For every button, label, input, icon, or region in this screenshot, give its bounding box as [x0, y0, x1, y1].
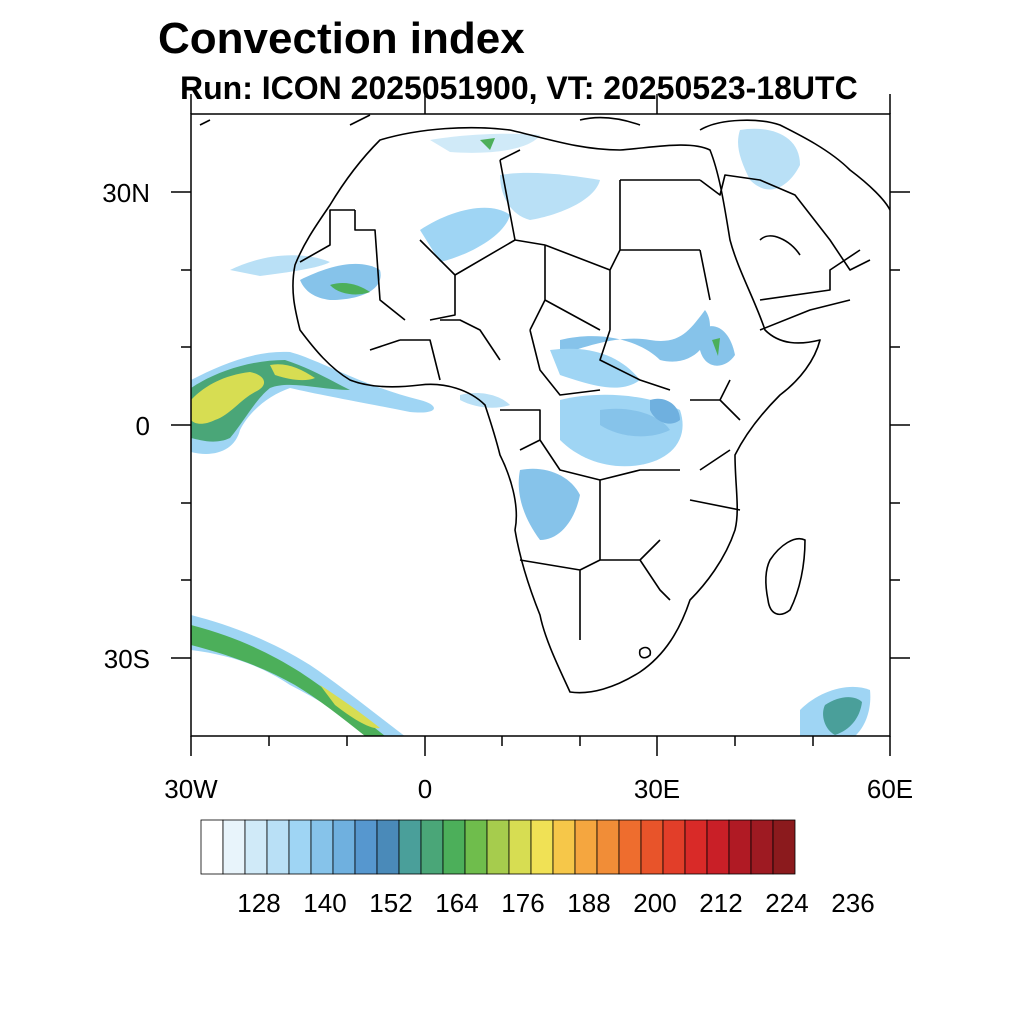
colorbar-box	[442, 819, 466, 875]
colorbar-tick-label: 164	[435, 888, 479, 918]
colorbar-box	[684, 819, 708, 875]
convection-field	[191, 128, 871, 736]
colorbar-box	[618, 819, 642, 875]
axis-ticks	[171, 94, 910, 756]
map-subtitle: Run: ICON 2025051900, VT: 20250523-18UTC	[180, 70, 858, 106]
x-tick-label: 0	[417, 774, 433, 804]
x-tick-label: 30E	[633, 774, 681, 804]
colorbar-box	[640, 819, 664, 875]
map-title: Convection index	[158, 14, 525, 63]
colorbar-box	[200, 819, 224, 875]
colorbar-box	[750, 819, 774, 875]
colorbar-box	[222, 819, 246, 875]
x-tick-label: 60E	[866, 774, 914, 804]
colorbar-box	[464, 819, 488, 875]
colorbar-box	[574, 819, 598, 875]
y-tick-label: 30N	[102, 178, 150, 208]
colorbar-box	[552, 819, 576, 875]
y-tick-label: 30S	[103, 644, 150, 674]
colorbar-box	[508, 819, 532, 875]
colorbar-tick-label: 152	[369, 888, 413, 918]
colorbar-tick-label: 236	[831, 888, 875, 918]
colorbar-box	[486, 819, 510, 875]
convection-central-africa	[560, 310, 710, 362]
colorbar-tick-label: 140	[303, 888, 347, 918]
colorbar-tick-label: 212	[699, 888, 743, 918]
y-tick-label: 0	[135, 411, 150, 441]
colorbar-box	[266, 819, 290, 875]
colorbar-tick-label: 176	[501, 888, 545, 918]
colorbar-box	[662, 819, 686, 875]
colorbar-box	[332, 819, 356, 875]
coastline-and-borders	[199, 114, 890, 694]
colorbar-box	[244, 819, 268, 875]
colorbar-tick-label: 200	[633, 888, 677, 918]
africa-coastline	[292, 126, 821, 694]
colorbar-box	[728, 819, 752, 875]
colorbar-box	[376, 819, 400, 875]
colorbar	[200, 819, 796, 875]
colorbar-tick-label: 188	[567, 888, 611, 918]
colorbar-box	[772, 819, 796, 875]
colorbar-tick-label: 128	[237, 888, 281, 918]
colorbar-tick-label: 224	[765, 888, 809, 918]
colorbar-box	[398, 819, 422, 875]
colorbar-box	[706, 819, 730, 875]
x-tick-label: 30W	[164, 774, 218, 804]
colorbar-box	[354, 819, 378, 875]
colorbar-box	[310, 819, 334, 875]
colorbar-box	[596, 819, 620, 875]
colorbar-box	[530, 819, 554, 875]
colorbar-box	[288, 819, 312, 875]
colorbar-box	[420, 819, 444, 875]
